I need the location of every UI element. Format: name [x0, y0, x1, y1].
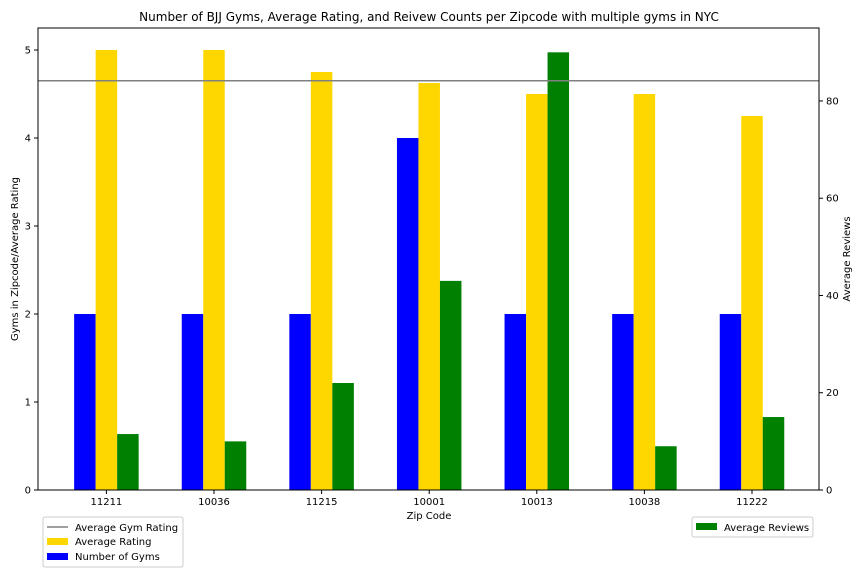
bar-average-reviews-10038 [655, 446, 677, 490]
x-tick-label-11211: 11211 [90, 497, 122, 508]
bar-average-reviews-10013 [547, 52, 570, 490]
left-tick-label: 3 [25, 222, 31, 233]
right-tick-label: 20 [826, 388, 839, 399]
bar-average-reviews-10001 [439, 280, 462, 490]
x-tick-label-10001: 10001 [413, 497, 445, 508]
x-tick-label-10036: 10036 [198, 497, 230, 508]
x-tick-label-10013: 10013 [521, 497, 553, 508]
chart-title: Number of BJJ Gyms, Average Rating, and … [139, 10, 719, 24]
legend-swatch-number-of-gyms [47, 553, 68, 560]
bar-average-rating-10038 [633, 94, 656, 490]
bar-average-rating-11215 [310, 72, 333, 490]
legend-right-box [691, 516, 814, 538]
bar-number-of-gyms-11211 [74, 314, 96, 490]
right-tick-label: 80 [826, 96, 839, 107]
left-tick-label: 1 [25, 398, 31, 409]
legend-right: Average Reviews [691, 516, 814, 538]
left-tick-label: 0 [25, 486, 31, 497]
bar-average-reviews-11215 [332, 383, 354, 490]
left-y-axis-label: Gyms in Zipcode/Average Rating [10, 177, 21, 341]
bar-average-reviews-11211 [117, 434, 139, 490]
legend-left-box [42, 516, 184, 568]
bar-number-of-gyms-10038 [612, 314, 634, 490]
right-axis-ticks: 0 20 40 60 80 [819, 96, 839, 497]
bar-average-reviews-11222 [762, 417, 785, 490]
bars-layer [74, 50, 785, 490]
x-tick-label-11215: 11215 [306, 497, 338, 508]
left-axis-ticks: 0 1 2 3 4 5 [25, 46, 38, 497]
legend-label-average-reviews: Average Reviews [724, 523, 809, 534]
left-tick-label: 5 [25, 46, 31, 57]
left-tick-label: 4 [25, 134, 31, 145]
right-y-axis-label: Average Reviews [842, 216, 853, 301]
right-tick-label: 60 [826, 194, 839, 205]
bar-average-rating-11222 [741, 116, 763, 490]
bar-average-rating-10013 [526, 94, 548, 490]
legend-label-average-rating: Average Rating [75, 537, 151, 548]
legend-swatch-average-reviews [696, 523, 717, 530]
legend-label-number-of-gyms: Number of Gyms [75, 552, 160, 563]
legend-label-average-gym-rating: Average Gym Rating [75, 523, 178, 534]
bar-average-reviews-10036 [224, 441, 247, 490]
x-axis-label: Zip Code [407, 511, 452, 522]
legend-swatch-average-rating [47, 538, 68, 545]
x-tick-label-10038: 10038 [628, 497, 660, 508]
right-tick-label: 40 [826, 291, 839, 302]
bar-average-rating-10036 [203, 50, 225, 490]
right-tick-label: 0 [826, 486, 832, 497]
plot-frame [37, 27, 820, 491]
x-tick-label-11222: 11222 [736, 497, 768, 508]
bar-number-of-gyms-11222 [719, 314, 742, 490]
x-axis-ticks: 11211 10036 11215 10001 10013 10038 11222 [90, 490, 768, 508]
bar-number-of-gyms-10013 [504, 314, 527, 490]
left-tick-label: 2 [25, 310, 31, 321]
legend-left: Average Gym Rating Average Rating Number… [42, 516, 184, 568]
bar-average-rating-10001 [418, 83, 440, 490]
bar-number-of-gyms-10001 [396, 138, 419, 490]
bar-number-of-gyms-11215 [289, 314, 311, 490]
bar-number-of-gyms-10036 [181, 314, 204, 490]
bar-average-rating-11211 [95, 50, 118, 490]
